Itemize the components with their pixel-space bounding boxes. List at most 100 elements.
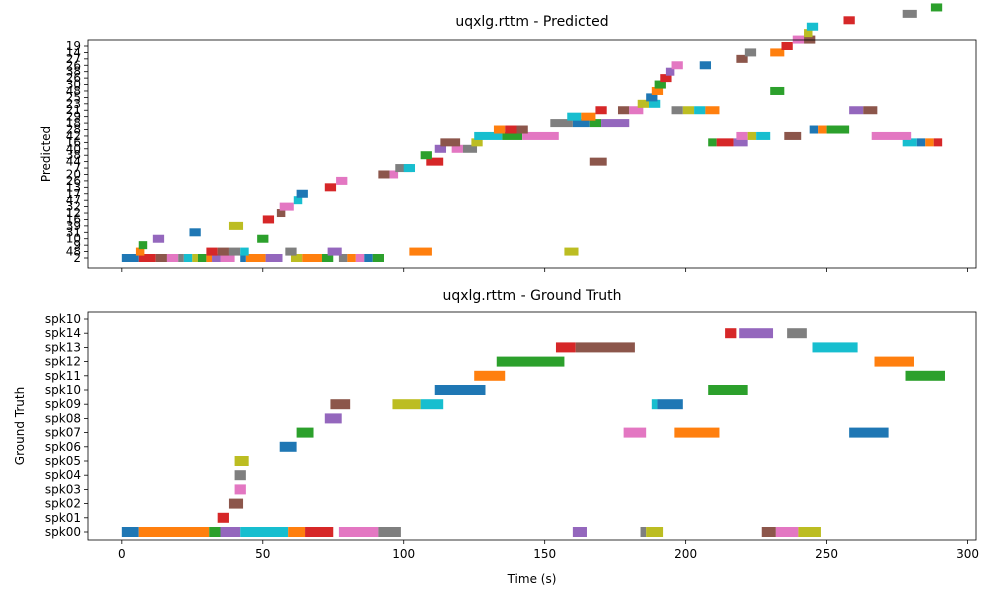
bottom-segment-bar (234, 484, 246, 495)
top-segment-bar (409, 247, 432, 256)
bottom-segment-bar (209, 527, 221, 537)
bottom-segment-bar (434, 385, 486, 395)
top-segment-bar (293, 196, 303, 205)
top-segment-bar (138, 254, 156, 262)
top-segment-bar (806, 22, 819, 31)
top-segment-bar (347, 254, 356, 262)
top-segment-bar (564, 247, 579, 256)
bottom-segment-bar (228, 498, 244, 509)
top-segment-bar (321, 254, 334, 262)
top-segment-bar (572, 119, 590, 128)
top-segment-bar (736, 54, 748, 63)
bottom-segment-bar (555, 342, 576, 353)
top-segment-bar (651, 86, 664, 95)
bottom-segment-bar (572, 527, 587, 537)
top-segment-bar (871, 131, 912, 140)
top-segment-bar (671, 106, 683, 115)
bottom-chart-xlabel: Time (s) (507, 572, 557, 586)
bottom-segment-bar (234, 456, 249, 466)
top-segment-bar (212, 254, 221, 262)
top-segment-bar (665, 67, 675, 76)
top-segment-bar (567, 112, 582, 121)
top-segment-bar (818, 125, 827, 134)
bottom-y-tick-label: spk10 (45, 312, 81, 326)
bottom-x-tick-label: 100 (392, 547, 415, 561)
top-segment-bar (843, 16, 855, 25)
bottom-segment-bar (217, 512, 229, 523)
bottom-segment-bar (288, 527, 306, 537)
top-segment-bar (265, 254, 283, 262)
bottom-chart-frame (87, 311, 977, 541)
top-y-tick-label: 16 (66, 212, 81, 226)
top-segment-bar (792, 35, 805, 44)
top-segment-bar (705, 106, 720, 115)
top-segment-bar (648, 99, 661, 108)
top-segment-bar (279, 202, 294, 211)
top-segment-bar (925, 138, 934, 147)
bottom-segment-bar (623, 427, 647, 438)
top-segment-bar (716, 138, 734, 147)
bottom-segment-bar (775, 527, 799, 537)
bottom-x-tick-label: 150 (533, 547, 556, 561)
top-segment-bar (708, 138, 717, 147)
bottom-segment-bar (279, 441, 297, 452)
bottom-segment-bar (651, 399, 658, 410)
top-segment-bar (581, 112, 596, 121)
bottom-segment-bar (234, 470, 246, 481)
top-segment-bar (849, 106, 864, 115)
top-segment-bar (826, 125, 850, 134)
top-segment-bar (389, 170, 399, 179)
top-segment-bar (747, 131, 757, 140)
top-segment-bar (804, 29, 813, 38)
top-segment-bar (355, 254, 365, 262)
top-y-tick-label: 39 (66, 219, 81, 233)
top-segment-bar (152, 234, 165, 243)
top-segment-bar (378, 170, 390, 179)
top-segment-bar (240, 247, 249, 256)
top-chart-plot-area: 2489103139161232471713262074438401642281… (66, 3, 968, 272)
top-segment-bar (183, 254, 193, 262)
bottom-segment-bar (646, 527, 664, 537)
bottom-y-tick-label: spk06 (45, 440, 81, 454)
top-segment-bar (302, 254, 322, 262)
top-segment-bar (155, 254, 167, 262)
top-segment-bar (138, 241, 148, 250)
bottom-segment-bar (121, 527, 139, 537)
top-y-tick-label: 21 (66, 103, 81, 117)
bottom-segment-bar (474, 370, 506, 381)
top-segment-bar (228, 247, 241, 256)
top-y-tick-label: 14 (66, 45, 81, 59)
top-y-tick-label: 12 (66, 206, 81, 220)
bottom-x-tick-label: 250 (815, 547, 838, 561)
bottom-segment-bar (378, 527, 401, 537)
bottom-chart-ylabel: Ground Truth (13, 387, 27, 465)
top-segment-bar (601, 119, 630, 128)
top-y-tick-label: 19 (66, 39, 81, 53)
top-segment-bar (189, 228, 201, 237)
top-segment-bar (471, 138, 483, 147)
top-y-tick-label: 38 (66, 65, 81, 79)
top-segment-bar (372, 254, 384, 262)
bottom-segment-bar (496, 356, 565, 367)
top-segment-bar (426, 157, 444, 166)
top-y-tick-label: 13 (66, 180, 81, 194)
top-segment-bar (217, 247, 229, 256)
bottom-segment-bar (874, 356, 914, 367)
bottom-segment-bar (420, 399, 444, 410)
bottom-segment-bar (338, 527, 379, 537)
top-y-tick-label: 47 (66, 193, 81, 207)
top-chart-frame (87, 39, 977, 269)
top-segment-bar (637, 99, 649, 108)
top-segment-bar (736, 131, 748, 140)
top-y-tick-label: 2 (73, 251, 81, 265)
top-segment-bar (770, 48, 785, 57)
top-y-tick-label: 31 (66, 225, 81, 239)
top-segment-bar (296, 189, 308, 198)
bottom-y-tick-label: spk04 (45, 468, 81, 482)
top-y-tick-label: 27 (66, 52, 81, 66)
bottom-segment-bar (787, 328, 807, 339)
top-segment-bar (629, 106, 644, 115)
bottom-y-tick-label: spk08 (45, 411, 81, 425)
top-y-tick-label: 10 (66, 232, 81, 246)
top-segment-bar (694, 106, 706, 115)
